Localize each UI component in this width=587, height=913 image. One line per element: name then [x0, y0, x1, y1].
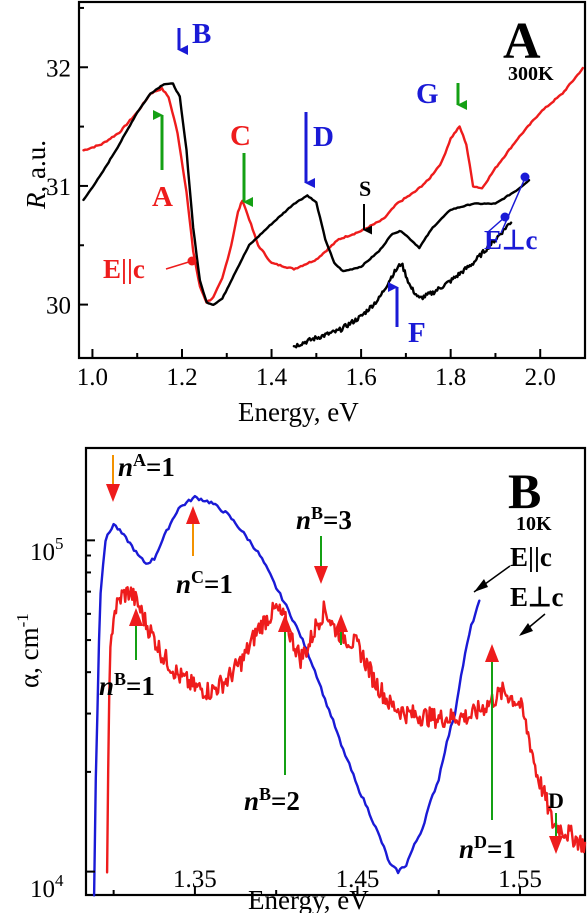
peak-s-label: S: [359, 176, 371, 201]
peak-b-label: B: [192, 18, 211, 50]
panel-a: 1.0 1.2 1.4 1.6 1.8 2.0 30 31 32 R, a.u. Energy,…: [21, 0, 587, 427]
a-ytick-label: 32: [46, 55, 71, 82]
label-nB1: nB=1: [99, 669, 155, 701]
label-nD1: nD=1: [459, 832, 516, 864]
series-b-1: [105, 586, 587, 874]
a-ytick-label: 31: [46, 174, 71, 201]
series-b-0: [92, 494, 481, 897]
panel-a-frame: [77, 0, 587, 360]
arrow-nC1-head: [186, 506, 200, 524]
panel-b-xlabel: Energy, eV: [248, 885, 369, 913]
arrow-nB2-head: [278, 614, 292, 632]
peak-a-label: A: [152, 181, 173, 213]
a-xtick-label: 1.0: [77, 364, 108, 391]
b-xtick-text: 1.45: [336, 866, 380, 893]
panel-a-series: [82, 66, 584, 349]
arrow-nB3-head: [314, 566, 328, 584]
legend-eperp-b-arrowhead: [519, 623, 533, 636]
a-ytick-label: 30: [46, 293, 71, 320]
label-nA1: nA=1: [118, 450, 175, 482]
arrow-nD1-head: [485, 644, 499, 662]
panel-b-ylabel: α, cm-1: [13, 613, 44, 688]
label-nB3: nB=3: [296, 503, 352, 535]
arrow-nB1-head: [129, 608, 143, 626]
a-xtick-label: 1.4: [256, 364, 288, 391]
series-a-0: [82, 66, 584, 304]
legend-epar-b-arrowhead: [474, 579, 488, 592]
panel-a-ylabel: R, a.u.: [21, 140, 51, 210]
arrow-nA1-head: [106, 484, 120, 502]
legend-epar-a-dot: [187, 256, 197, 266]
series-a-2: [292, 221, 513, 349]
legend-eperp-b: E⊥c: [510, 582, 564, 612]
b-xtick-text: 1.55: [498, 866, 542, 893]
panel-b-temperature: 10K: [516, 513, 552, 535]
panel-a-xlabel: Energy, eV: [238, 397, 359, 427]
legend-eperp-a-dot-2: [500, 212, 510, 222]
panel-a-ticks: 1.0 1.2 1.4 1.6 1.8 2.0 30 31 32: [46, 6, 586, 391]
peak-c-label: C: [230, 120, 251, 152]
legend-eperp-a-leader-1: [500, 177, 526, 234]
panel-b-ytick-1e4: 104: [30, 871, 64, 903]
label-nB2: nB=2: [244, 784, 300, 816]
panel-b: 1.35 1.45 1.55 105 104 α, cm-1 Energy, eV …: [13, 446, 587, 913]
label-nC1: nC=1: [176, 567, 233, 599]
legend-epar-a-leader: [165, 260, 193, 270]
series-a-1: [82, 82, 531, 306]
peak-d-label: D: [313, 121, 334, 153]
legend-eperp-a-dot-1: [520, 172, 530, 182]
panel-b-label: B: [508, 463, 541, 519]
legend-eperp-a: E⊥c: [484, 225, 538, 255]
peak-g-label: G: [416, 78, 439, 110]
panel-b-ytick-1e5: 105: [30, 534, 64, 566]
b-xtick-text: 1.35: [173, 866, 217, 893]
label-d-small: D: [548, 788, 564, 813]
legend-epar-b: E||c: [510, 542, 552, 572]
panel-a-temperature: 300K: [508, 63, 554, 85]
arrow-d-head: [549, 836, 563, 854]
panel-a-label: A: [503, 13, 541, 70]
a-xtick-label: 1.6: [345, 364, 376, 391]
panel-b-series: [92, 494, 587, 897]
a-xtick-label: 1.8: [435, 364, 466, 391]
legend-epar-a: E||c: [103, 254, 145, 284]
panel-b-ticks: 1.35 1.45 1.55: [86, 539, 542, 895]
arrow-nB2b-head: [334, 614, 348, 632]
a-xtick-label: 2.0: [525, 364, 556, 391]
peak-f-label: F: [408, 317, 426, 349]
a-xtick-label: 1.2: [166, 364, 197, 391]
